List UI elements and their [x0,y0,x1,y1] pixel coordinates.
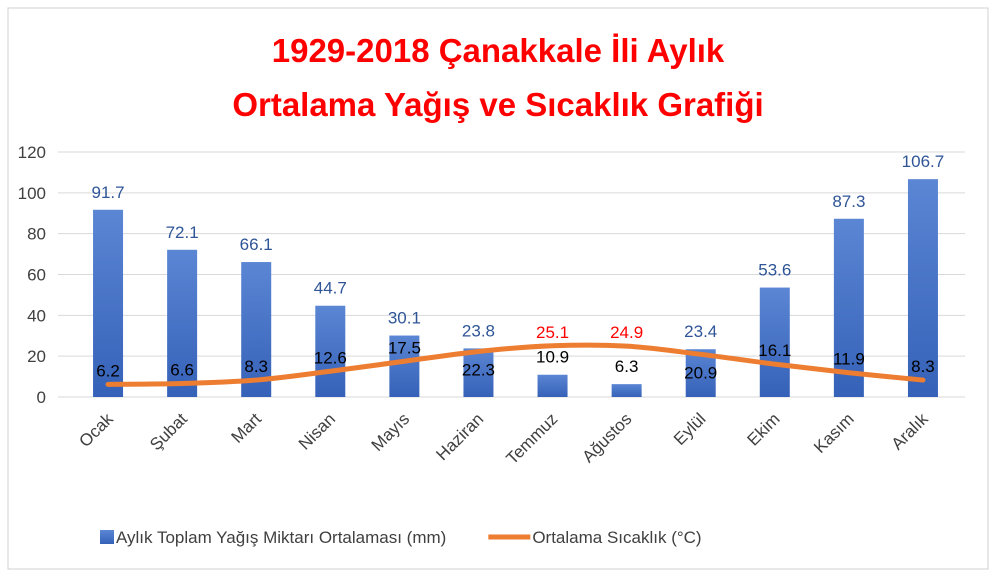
data-label: 91.7 [91,183,124,202]
data-label: 16.1 [758,341,791,360]
data-label: 24.9 [610,323,643,342]
data-label: 66.1 [240,235,273,254]
data-label: 8.3 [244,357,268,376]
bar [389,335,420,397]
data-label: 23.8 [462,321,495,340]
data-label: 12.6 [314,348,347,367]
chart-title: 1929-2018 Çanakkale İli Aylık [272,32,725,69]
data-label: 10.9 [536,348,569,367]
y-tick-label: 0 [37,388,46,407]
bar [463,348,494,397]
data-label: 53.6 [758,261,791,280]
data-label: 23.4 [684,322,717,341]
data-label: 87.3 [832,192,865,211]
y-tick-label: 120 [18,143,46,162]
y-tick-label: 100 [18,184,46,203]
bar [537,374,568,397]
data-label: 6.6 [170,361,194,380]
line [105,342,926,387]
bar [93,209,124,397]
y-tick-label: 20 [27,347,46,366]
bar [167,249,198,397]
data-label: 30.1 [388,309,421,328]
bar [315,305,346,397]
bar [759,287,790,397]
data-label: 8.3 [911,357,935,376]
legend-swatch [100,530,114,544]
bar [907,179,938,397]
data-label: 20.9 [684,363,717,382]
legend-label: Ortalama Sıcaklık (°C) [532,528,701,547]
y-tick-label: 80 [27,225,46,244]
bar [611,384,642,397]
legend-label: Aylık Toplam Yağış Miktarı Ortalaması (m… [116,528,446,547]
data-label: 25.1 [536,323,569,342]
bar [833,218,864,397]
data-label: 22.3 [462,360,495,379]
data-label: 6.3 [615,357,639,376]
y-tick-label: 60 [27,266,46,285]
data-label: 17.5 [388,338,421,357]
data-label: 44.7 [314,279,347,298]
data-label: 11.9 [833,350,865,369]
bar [241,262,272,397]
y-tick-label: 40 [27,306,46,325]
data-label: 72.1 [166,223,199,242]
data-label: 6.2 [96,361,120,380]
data-label: 106.7 [902,152,945,171]
chart-title: Ortalama Yağış ve Sıcaklık Grafiği [232,86,763,123]
